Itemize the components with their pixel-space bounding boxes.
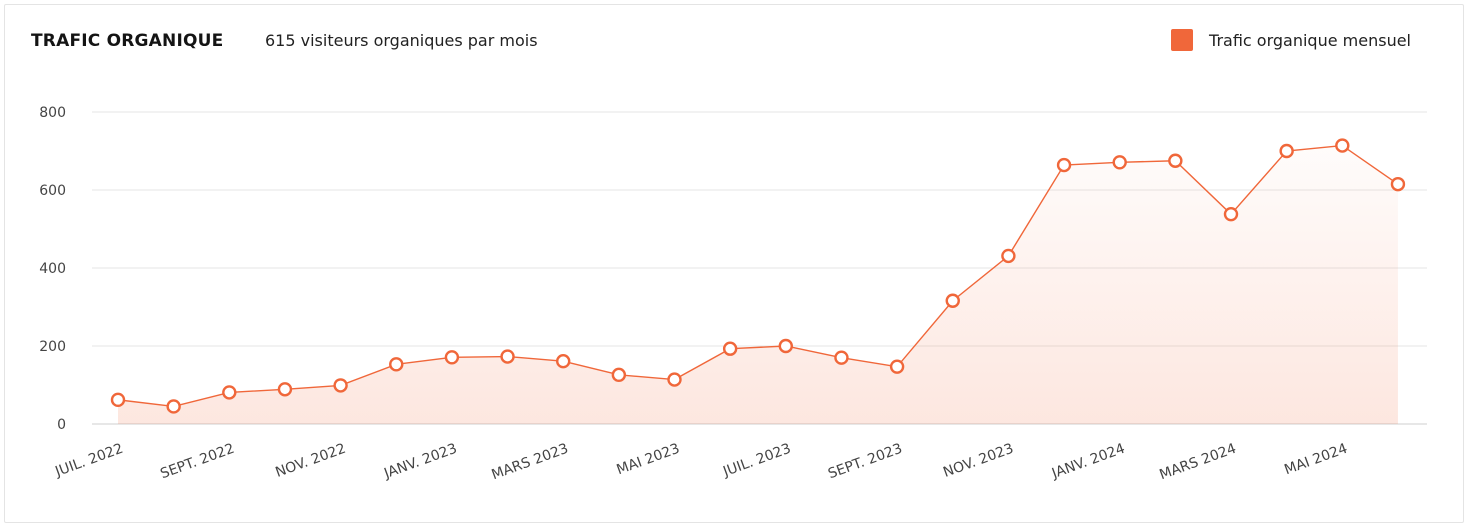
- data-point[interactable]: [222, 385, 237, 400]
- data-point[interactable]: [277, 382, 293, 397]
- y-tick-label: 0: [57, 417, 66, 433]
- y-tick-label: 400: [39, 261, 66, 277]
- data-point[interactable]: [556, 354, 571, 369]
- data-point[interactable]: [611, 367, 627, 383]
- data-point[interactable]: [1168, 153, 1183, 168]
- x-tick-label: JANV. 2023: [381, 441, 459, 482]
- data-point[interactable]: [1112, 155, 1127, 170]
- data-point[interactable]: [722, 341, 738, 356]
- data-point[interactable]: [1056, 157, 1072, 173]
- y-tick-label: 200: [39, 339, 66, 355]
- legend-label: Trafic organique mensuel: [1209, 30, 1411, 50]
- data-point[interactable]: [778, 338, 793, 354]
- data-point[interactable]: [945, 293, 960, 308]
- x-tick-label: MAI 2024: [1282, 441, 1349, 479]
- data-point[interactable]: [444, 350, 460, 365]
- y-tick-label: 600: [39, 183, 66, 199]
- chart-legend[interactable]: Trafic organique mensuel: [1171, 29, 1411, 51]
- data-point[interactable]: [1335, 138, 1350, 153]
- x-tick-label: NOV. 2023: [941, 441, 1016, 481]
- x-tick-label: JUIL. 2022: [52, 441, 125, 481]
- data-point[interactable]: [889, 359, 905, 374]
- data-point[interactable]: [834, 350, 849, 365]
- data-point[interactable]: [110, 392, 126, 408]
- series-line: [117, 144, 1399, 408]
- chart-subtitle: 615 visiteurs organiques par mois: [265, 31, 538, 50]
- data-point[interactable]: [389, 357, 404, 372]
- data-point[interactable]: [333, 378, 348, 393]
- x-tick-label: SEPT. 2022: [158, 441, 236, 483]
- x-tick-label: JANV. 2024: [1049, 441, 1127, 482]
- x-tick-label: MARS 2023: [490, 441, 571, 484]
- x-tick-label: MAI 2023: [614, 441, 681, 479]
- data-point[interactable]: [500, 349, 515, 364]
- legend-swatch: [1171, 29, 1194, 51]
- y-tick-label: 800: [39, 105, 66, 121]
- data-point[interactable]: [667, 372, 682, 387]
- x-tick-label: SEPT. 2023: [826, 441, 904, 483]
- data-point[interactable]: [1001, 248, 1016, 264]
- data-point[interactable]: [1390, 176, 1406, 192]
- data-point[interactable]: [1279, 143, 1294, 159]
- data-point[interactable]: [166, 399, 181, 414]
- x-tick-label: JUIL. 2023: [720, 441, 793, 481]
- chart-title: TRAFIC ORGANIQUE: [31, 31, 224, 51]
- series-area: [118, 145, 1398, 425]
- x-tick-label: MARS 2024: [1157, 441, 1238, 484]
- data-point[interactable]: [1223, 206, 1239, 222]
- x-tick-label: NOV. 2022: [273, 441, 348, 481]
